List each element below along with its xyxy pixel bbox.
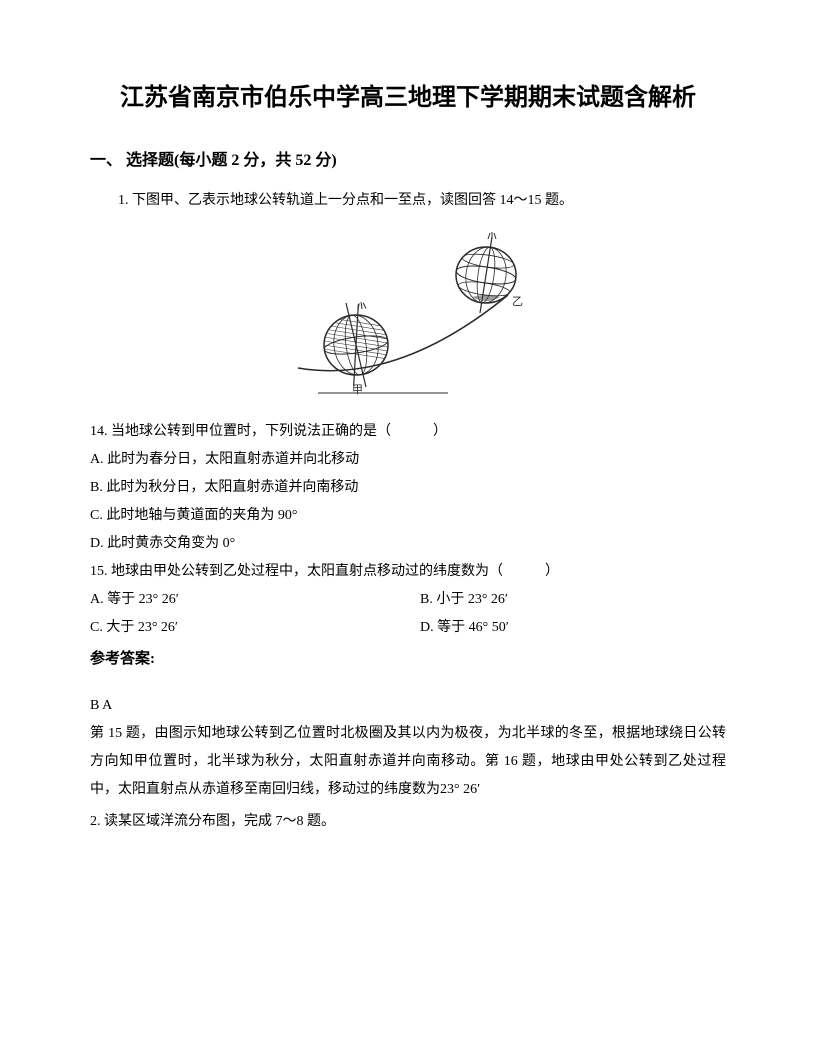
q14-option-a: A. 此时为春分日，太阳直射赤道并向北移动 <box>90 446 726 474</box>
q15-stem: 15. 地球由甲处公转到乙处过程中，太阳直射点移动过的纬度数为（ ） <box>90 558 726 586</box>
q15-option-c: C. 大于 23° 26′ <box>90 614 420 642</box>
q14-option-b: B. 此时为秋分日，太阳直射赤道并向南移动 <box>90 474 726 502</box>
q15-option-d: D. 等于 46° 50′ <box>420 614 726 642</box>
q14-stem: 14. 当地球公转到甲位置时，下列说法正确的是（ ） <box>90 418 726 446</box>
orbit-figure: 甲 <box>90 225 726 400</box>
svg-text:乙: 乙 <box>512 295 523 308</box>
q14-option-d: D. 此时黄赤交角变为 0° <box>90 530 726 558</box>
q2-intro: 2. 读某区域洋流分布图，完成 7～8 题。 <box>90 808 726 836</box>
q1-intro: 1. 下图甲、乙表示地球公转轨道上一分点和一至点，读图回答 14～15 题。 <box>118 188 726 213</box>
q15-option-a: A. 等于 23° 26′ <box>90 586 420 614</box>
answer-explanation: 第 15 题，由图示知地球公转到乙位置时北极圈及其以内为极夜，为北半球的冬至，根… <box>90 720 726 804</box>
answer-label: 参考答案: <box>90 644 726 674</box>
section-header: 一、 选择题(每小题 2 分，共 52 分) <box>90 146 726 170</box>
q15-option-b: B. 小于 23° 26′ <box>420 586 726 614</box>
q14-option-c: C. 此时地轴与黄道面的夹角为 90° <box>90 502 726 530</box>
page-title: 江苏省南京市伯乐中学高三地理下学期期末试题含解析 <box>90 80 726 116</box>
answer-value: B A <box>90 692 726 720</box>
